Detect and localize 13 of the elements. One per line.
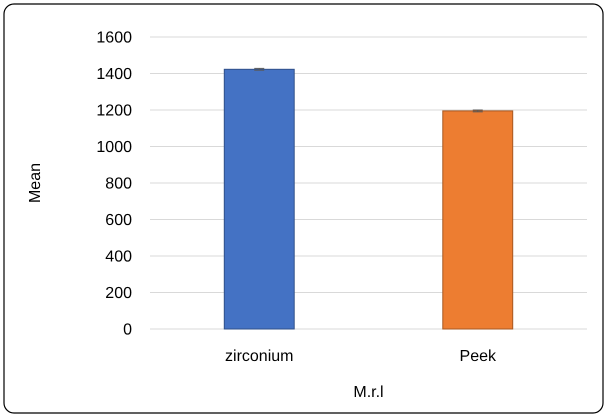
y-tick-label: 0 [123,322,132,339]
y-tick-label: 1000 [96,139,132,156]
x-tick-label: zirconium [225,348,294,365]
y-tick-label: 400 [105,248,132,266]
y-tick-label: 800 [105,176,132,193]
y-tick-label: 1600 [96,30,132,47]
y-tick-label: 600 [105,212,132,230]
y-tick-label: 1200 [96,102,132,120]
y-axis-title: Mean [27,162,44,204]
x-axis-title: M.r.l [353,384,384,401]
x-tick-label: Peek [460,348,497,365]
y-tick-label: 1400 [96,66,132,84]
y-tick-label: 200 [105,285,132,302]
